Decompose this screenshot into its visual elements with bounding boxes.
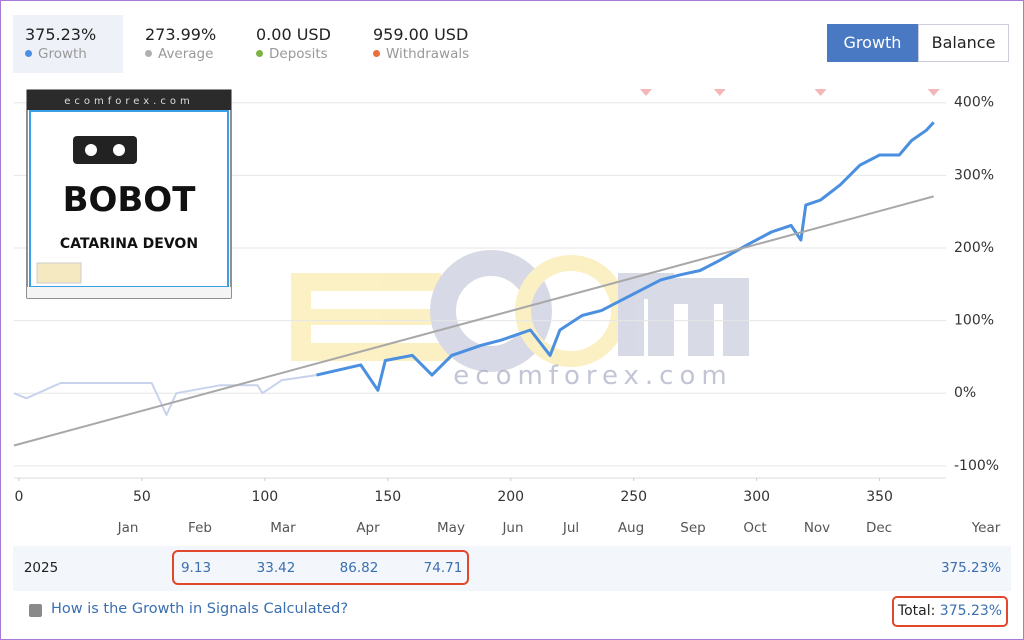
stat-withdrawals[interactable]: 959.00 USD Withdrawals	[361, 15, 491, 73]
x-tick-label: 100	[251, 489, 278, 505]
month-header: Feb	[188, 520, 212, 536]
withdrawal-marker	[814, 89, 827, 96]
month-header: Nov	[804, 520, 830, 536]
month-value: 86.82	[340, 560, 379, 576]
stat-average[interactable]: 273.99% Average	[133, 15, 243, 73]
stat-label: Withdrawals	[373, 46, 479, 62]
month-header: Oct	[743, 520, 766, 536]
x-tick-label: 150	[374, 489, 401, 505]
y-tick-label: 100%	[954, 313, 994, 329]
y-tick-label: 200%	[954, 240, 994, 256]
month-value: 33.42	[257, 560, 296, 576]
withdrawal-marker	[713, 89, 726, 96]
stat-value: 375.23%	[25, 25, 97, 44]
help-icon	[29, 604, 42, 617]
dot	[25, 50, 32, 57]
month-header: Jun	[501, 520, 523, 536]
logo-owner: CATARINA DEVON	[60, 236, 198, 252]
month-header: Jan	[117, 520, 139, 536]
x-tick-label: 0	[14, 489, 23, 505]
y-tick-label: 0%	[954, 385, 976, 401]
stat-value: 0.00 USD	[256, 25, 331, 44]
monthly-table: 2025 Jan Feb 9.13 Mar 33.42 Apr 86.82 May 74.71 J…	[24, 520, 1001, 585]
x-tick-label: 300	[743, 489, 770, 505]
logo-name: BOBOT	[63, 180, 197, 220]
series-line	[13, 374, 317, 416]
month-header: Sep	[680, 520, 705, 536]
y-tick-label: -100%	[954, 458, 999, 474]
y-tick-label: 300%	[954, 167, 994, 183]
stat-value: 959.00 USD	[373, 25, 469, 44]
label: Deposits	[269, 46, 328, 62]
withdrawal-marker	[639, 89, 652, 96]
watermark-text: ecomforex.com	[453, 361, 732, 391]
month-header: May	[437, 520, 465, 536]
stat-value: 273.99%	[145, 25, 217, 44]
year-label: 2025	[24, 560, 58, 576]
tab-growth[interactable]: Growth	[827, 24, 918, 62]
total-value: 375.23%	[939, 603, 1003, 619]
month-header: Mar	[270, 520, 296, 536]
month-header: Year	[971, 520, 1001, 536]
month-header: Dec	[866, 520, 892, 536]
month-header: Aug	[618, 520, 644, 536]
help-link[interactable]: How is the Growth in Signals Calculated?	[51, 601, 349, 617]
x-tick-label: 350	[866, 489, 893, 505]
logo: ecomforex.com BOBOT CATARINA DEVON	[26, 89, 232, 299]
tab-balance[interactable]: Balance	[918, 24, 1009, 62]
x-tick-label: 200	[497, 489, 524, 505]
logo-site: ecomforex.com	[64, 96, 193, 107]
stat-label: Growth	[25, 46, 111, 62]
month-header: Jul	[562, 520, 579, 536]
chart: 400% 300% 200% 100% 0% -100% 0 50 100 150 200 250 30…	[13, 89, 999, 505]
month-value: 375.23%	[941, 560, 1001, 576]
month-header: Apr	[356, 520, 380, 536]
stat-label: Average	[145, 46, 231, 62]
stat-growth[interactable]: 375.23% Growth	[13, 15, 123, 73]
month-value: 74.71	[424, 560, 463, 576]
total-label: Total:	[897, 603, 936, 619]
dot	[256, 50, 263, 57]
series-line	[316, 121, 935, 392]
label: Withdrawals	[386, 46, 470, 62]
withdrawal-marker	[927, 89, 940, 96]
label: Average	[158, 46, 214, 62]
dot	[373, 50, 380, 57]
stat-label: Deposits	[256, 46, 342, 62]
stat-deposits[interactable]: 0.00 USD Deposits	[244, 15, 354, 73]
total-box: Total: 375.23%	[892, 596, 1008, 627]
month-value: 9.13	[181, 560, 211, 576]
x-tick-label: 250	[620, 489, 647, 505]
dot	[145, 50, 152, 57]
label: Growth	[38, 46, 87, 62]
series-line	[13, 195, 934, 447]
y-tick-label: 400%	[954, 95, 994, 111]
highlight-box	[172, 550, 469, 585]
x-tick-label: 50	[133, 489, 151, 505]
